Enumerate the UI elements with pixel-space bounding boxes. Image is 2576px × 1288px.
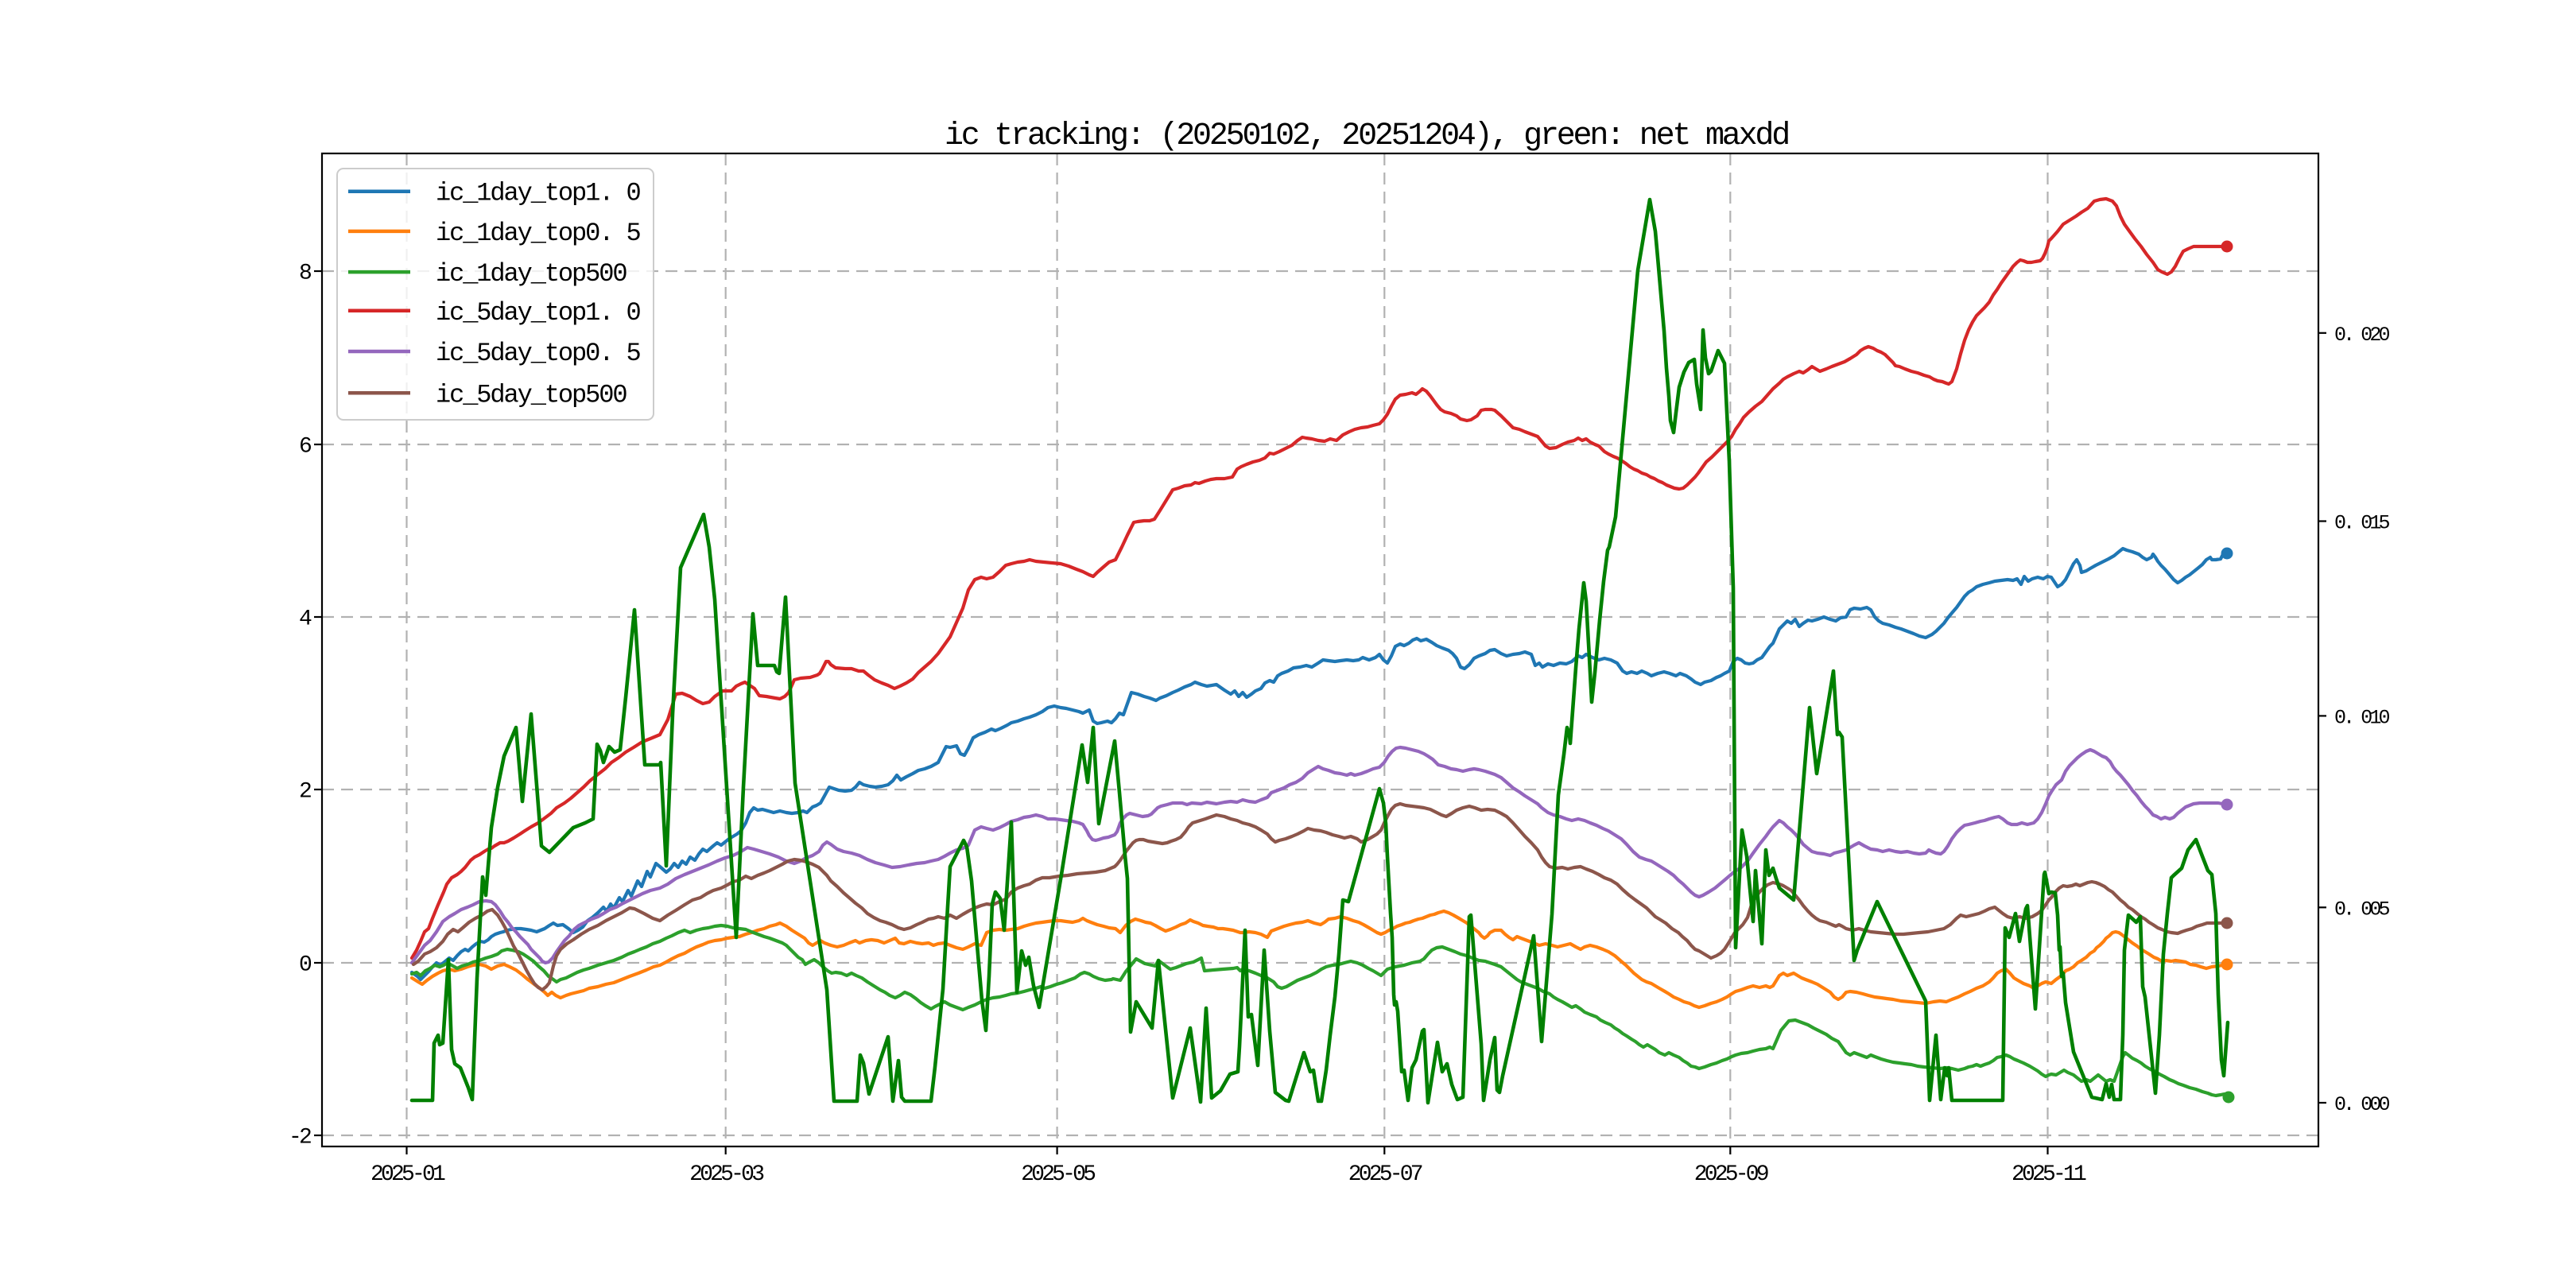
svg-text:ic_1day_top1. 0: ic_1day_top1. 0 bbox=[436, 179, 640, 208]
svg-text:ic_1day_top500: ic_1day_top500 bbox=[436, 259, 627, 289]
svg-text:2025-01: 2025-01 bbox=[370, 1162, 445, 1187]
svg-text:2025-05: 2025-05 bbox=[1021, 1162, 1096, 1187]
svg-text:0. 015: 0. 015 bbox=[2334, 512, 2390, 535]
svg-text:2025-07: 2025-07 bbox=[1348, 1162, 1422, 1187]
svg-text:2025-03: 2025-03 bbox=[689, 1162, 764, 1187]
svg-text:0. 010: 0. 010 bbox=[2334, 706, 2390, 729]
svg-text:2: 2 bbox=[299, 780, 311, 805]
svg-text:ic_5day_top0. 5: ic_5day_top0. 5 bbox=[436, 339, 640, 368]
svg-text:ic_1day_top0. 5: ic_1day_top0. 5 bbox=[436, 219, 640, 248]
svg-text:0. 020: 0. 020 bbox=[2334, 324, 2390, 347]
svg-text:0. 000: 0. 000 bbox=[2334, 1093, 2390, 1116]
svg-text:0. 005: 0. 005 bbox=[2334, 898, 2390, 921]
svg-text:2025-09: 2025-09 bbox=[1694, 1162, 1768, 1187]
svg-text:ic_5day_top500: ic_5day_top500 bbox=[436, 380, 627, 409]
svg-text:8: 8 bbox=[299, 262, 311, 286]
svg-text:6: 6 bbox=[299, 435, 311, 460]
svg-text:ic_5day_top1. 0: ic_5day_top1. 0 bbox=[436, 298, 640, 328]
svg-text:-2: -2 bbox=[289, 1126, 311, 1150]
svg-text:2025-11: 2025-11 bbox=[2012, 1162, 2086, 1187]
svg-text:ic tracking: (20250102, 2025: ic tracking: (20250102, 20251204), green… bbox=[945, 118, 1788, 154]
